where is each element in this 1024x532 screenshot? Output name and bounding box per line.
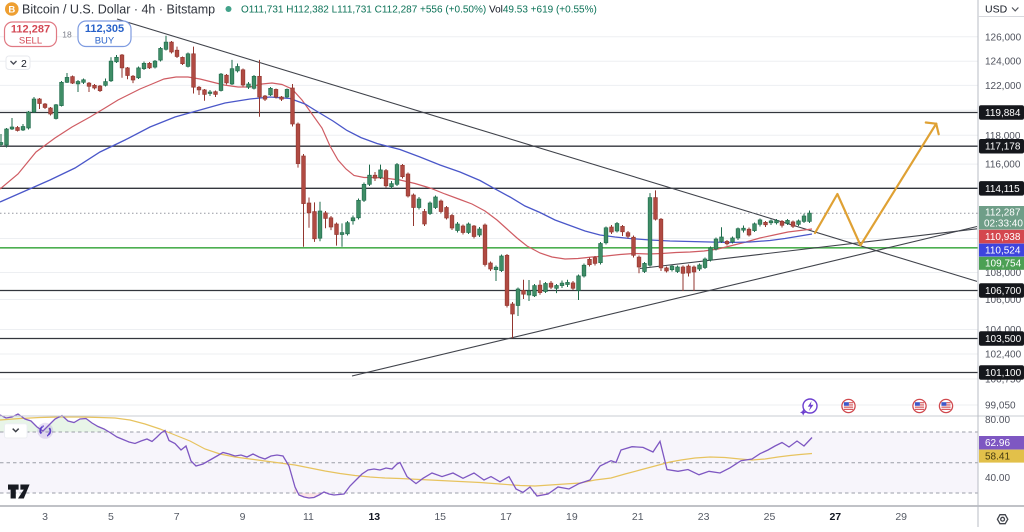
svg-text:104,000: 104,000 bbox=[985, 325, 1022, 336]
svg-text:122,000: 122,000 bbox=[985, 81, 1022, 92]
svg-text:27: 27 bbox=[829, 511, 841, 523]
svg-text:80.00: 80.00 bbox=[985, 415, 1010, 426]
svg-text:29: 29 bbox=[895, 511, 907, 523]
svg-text:112,305: 112,305 bbox=[85, 23, 124, 35]
svg-text:O111,731 H112,382 L111,731 C11: O111,731 H112,382 L111,731 C112,287 +556… bbox=[241, 5, 597, 16]
svg-text:101,100: 101,100 bbox=[985, 368, 1022, 379]
svg-text:02:33:40: 02:33:40 bbox=[984, 218, 1023, 229]
svg-text:3: 3 bbox=[42, 511, 48, 523]
svg-text:40.00: 40.00 bbox=[985, 473, 1010, 484]
svg-text:106,700: 106,700 bbox=[985, 286, 1022, 297]
svg-text:102,400: 102,400 bbox=[985, 350, 1022, 361]
svg-text:B: B bbox=[8, 5, 15, 16]
svg-text:17: 17 bbox=[500, 511, 512, 523]
svg-text:SELL: SELL bbox=[19, 36, 42, 47]
svg-text:21: 21 bbox=[632, 511, 644, 523]
svg-text:9: 9 bbox=[240, 511, 246, 523]
svg-text:119,884: 119,884 bbox=[985, 108, 1021, 119]
svg-text:112,287: 112,287 bbox=[11, 24, 50, 36]
svg-text:USD: USD bbox=[985, 4, 1008, 16]
svg-text:106,000: 106,000 bbox=[985, 295, 1022, 306]
svg-text:5: 5 bbox=[108, 511, 114, 523]
svg-text:114,115: 114,115 bbox=[985, 184, 1020, 195]
svg-text:124,000: 124,000 bbox=[985, 57, 1022, 68]
svg-text:Bitcoin / U.S. Dollar · 4h · B: Bitcoin / U.S. Dollar · 4h · Bitstamp bbox=[22, 3, 215, 17]
svg-text:109,754: 109,754 bbox=[985, 259, 1022, 270]
svg-text:7: 7 bbox=[174, 511, 180, 523]
svg-text:100,750: 100,750 bbox=[985, 375, 1022, 386]
svg-text:BUY: BUY bbox=[95, 36, 115, 47]
svg-text:99,050: 99,050 bbox=[985, 401, 1016, 412]
svg-text:117,178: 117,178 bbox=[985, 142, 1021, 153]
svg-text:110,524: 110,524 bbox=[985, 245, 1021, 256]
svg-text:23: 23 bbox=[698, 511, 710, 523]
svg-text:25: 25 bbox=[764, 511, 776, 523]
svg-text:58.41: 58.41 bbox=[985, 452, 1010, 463]
svg-text:103,500: 103,500 bbox=[985, 334, 1022, 345]
svg-text:126,000: 126,000 bbox=[985, 32, 1022, 43]
svg-text:112,287: 112,287 bbox=[985, 208, 1021, 219]
svg-text:18: 18 bbox=[62, 30, 72, 40]
svg-text:15: 15 bbox=[434, 511, 446, 523]
svg-text:2: 2 bbox=[21, 58, 27, 70]
svg-text:118,000: 118,000 bbox=[985, 131, 1021, 142]
svg-text:11: 11 bbox=[303, 511, 314, 523]
svg-text:13: 13 bbox=[368, 511, 380, 523]
svg-text:116,000: 116,000 bbox=[985, 160, 1021, 171]
svg-text:19: 19 bbox=[566, 511, 578, 523]
svg-text:110,938: 110,938 bbox=[985, 232, 1021, 243]
svg-text:62.96: 62.96 bbox=[985, 438, 1010, 449]
svg-text:108,000: 108,000 bbox=[985, 268, 1022, 279]
